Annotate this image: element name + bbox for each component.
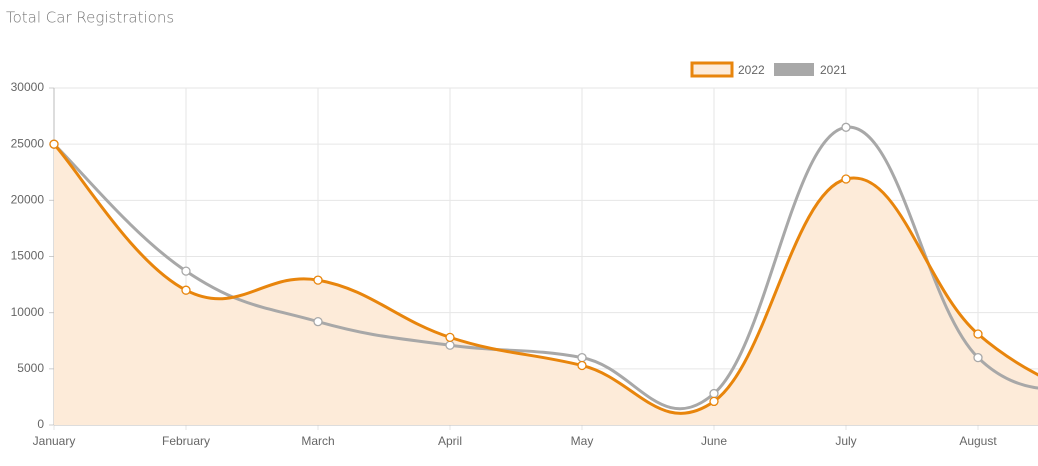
area: [54, 144, 1038, 425]
legend-swatch: [690, 61, 734, 78]
legend-swatch: [774, 63, 814, 76]
point: [445, 340, 455, 350]
y-tick-label: 30000: [11, 80, 45, 94]
x-tick-label: May: [571, 434, 594, 448]
point: [577, 352, 587, 363]
plot: [49, 122, 1038, 425]
x-tick-label: February: [162, 434, 210, 448]
x-tick-label: April: [438, 434, 462, 448]
point: [445, 332, 455, 343]
point: [181, 266, 191, 276]
point: [49, 139, 59, 149]
y-tick-label: 0: [37, 417, 44, 431]
point: [973, 352, 983, 363]
x-tick-label: July: [835, 434, 856, 448]
line: [52, 143, 1038, 415]
y-tick-label: 5000: [17, 361, 44, 375]
point: [181, 285, 191, 295]
point: [313, 317, 323, 327]
y-tick-label: 15000: [11, 249, 45, 263]
x-tick-label: January: [33, 434, 76, 448]
y-tick-label: 25000: [11, 136, 45, 150]
chart-title: Total Car Registrations: [6, 9, 174, 27]
legend-label: 2021: [820, 63, 847, 77]
point: [841, 122, 851, 132]
y-tick-label: 10000: [11, 305, 45, 319]
point: [313, 275, 323, 285]
point: [973, 329, 983, 339]
legend-label: 2022: [738, 63, 765, 77]
x-tick-label: March: [301, 434, 334, 448]
labels: 0 5000 10000 15000 20000 25000 30000 January Feb…: [11, 80, 998, 448]
x-tick-label: June: [701, 434, 727, 448]
point: [577, 360, 587, 371]
x-tick-label: August: [959, 434, 997, 448]
point: [841, 174, 851, 184]
point: [709, 388, 719, 399]
point: [709, 396, 719, 407]
y-tick-label: 20000: [11, 193, 45, 207]
